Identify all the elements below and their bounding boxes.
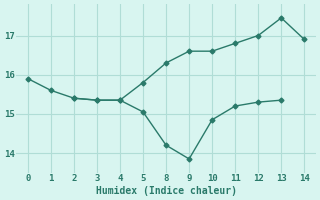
X-axis label: Humidex (Indice chaleur): Humidex (Indice chaleur) [96, 186, 236, 196]
